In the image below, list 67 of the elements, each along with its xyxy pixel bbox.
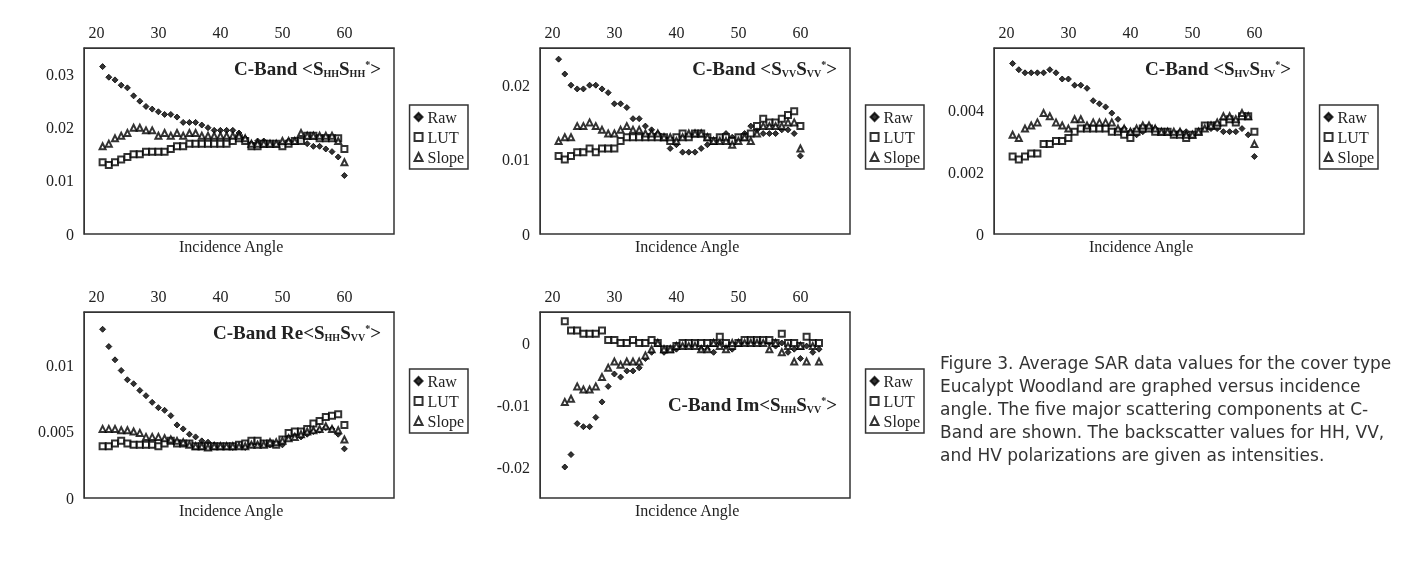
legend-label: Slope	[883, 412, 921, 431]
caption: Figure 3. Average SAR data values for the cover type Eucalypt Woodland are graphed versus incidence angle. The five major scattering components at C-Band are shown. The backscatter values for HH, VV, and HV polarizations are given as intensities.	[940, 352, 1392, 467]
legend-label: Raw	[1337, 108, 1368, 126]
x-tick-label: 60	[1246, 23, 1263, 41]
y-tick-label: 0	[66, 489, 74, 507]
y-tick-label: 0	[976, 225, 984, 243]
legend-label: Slope	[1337, 148, 1375, 167]
x-tick-label: 50	[274, 23, 291, 41]
x-axis-title: Incidence Angle	[635, 237, 740, 256]
text: C-Band <SHVSHV*>	[1145, 58, 1291, 79]
legend-label: Slope	[883, 148, 921, 167]
x-axis-title: Incidence Angle	[635, 501, 740, 520]
legend-label: Raw	[427, 108, 458, 126]
legend-label: LUT	[427, 128, 459, 146]
text: C-Band Re<SHHSVV*>	[212, 322, 381, 343]
x-tick-label: 40	[212, 23, 229, 41]
y-tick-label: 0.002	[948, 163, 984, 181]
legend-label: Slope	[427, 412, 465, 431]
y-tick-label: -0.01	[496, 396, 530, 414]
y-tick-label: 0.02	[502, 76, 530, 94]
legend-label: Raw	[883, 108, 914, 126]
x-tick-label: 50	[730, 287, 747, 305]
x-tick-label: 30	[1060, 23, 1077, 41]
y-tick-label: 0.03	[46, 66, 74, 84]
x-tick-label: 30	[150, 23, 167, 41]
x-tick-label: 30	[150, 287, 167, 305]
legend-label: Raw	[883, 372, 914, 390]
legend-label: Slope	[427, 148, 465, 167]
y-tick-label: -0.02	[496, 458, 530, 476]
y-tick-label: 0.005	[38, 423, 74, 441]
x-axis-title: Incidence Angle	[179, 501, 284, 520]
legend-label: LUT	[427, 392, 459, 410]
x-axis-title: Incidence Angle	[179, 237, 284, 256]
y-tick-label: 0	[66, 225, 74, 243]
x-tick-label: 20	[88, 287, 105, 305]
x-tick-label: 40	[1122, 23, 1139, 41]
y-tick-label: 0.004	[948, 101, 984, 119]
x-tick-label: 40	[212, 287, 229, 305]
x-tick-label: 40	[668, 287, 685, 305]
y-tick-label: 0.01	[502, 151, 530, 169]
y-tick-label: 0.01	[46, 356, 74, 374]
x-tick-label: 50	[730, 23, 747, 41]
y-tick-label: 0	[522, 334, 530, 352]
legend-label: Raw	[427, 372, 458, 390]
x-axis-title: Incidence Angle	[1089, 237, 1194, 256]
legend-label: LUT	[1337, 128, 1369, 146]
x-tick-label: 20	[88, 23, 105, 41]
legend-label: LUT	[883, 128, 915, 146]
x-tick-label: 20	[998, 23, 1015, 41]
x-tick-label: 50	[274, 287, 291, 305]
y-tick-label: 0	[522, 225, 530, 243]
text: C-Band Im<SHHSVV*>	[667, 394, 837, 416]
x-tick-label: 40	[668, 23, 685, 41]
x-tick-label: 60	[336, 287, 353, 305]
x-tick-label: 50	[1184, 23, 1201, 41]
text: C-Band <SVVSVV*>	[692, 58, 837, 79]
x-tick-label: 30	[606, 287, 623, 305]
legend-label: LUT	[883, 392, 915, 410]
x-tick-label: 60	[792, 23, 809, 41]
x-tick-label: 60	[336, 23, 353, 41]
y-tick-label: 0.02	[46, 119, 74, 137]
x-tick-label: 30	[606, 23, 623, 41]
y-tick-label: 0.01	[46, 172, 74, 190]
x-tick-label: 20	[544, 287, 561, 305]
x-tick-label: 60	[792, 287, 809, 305]
x-tick-label: 20	[544, 23, 561, 41]
text: C-Band <SHHSHH*>	[233, 58, 381, 79]
